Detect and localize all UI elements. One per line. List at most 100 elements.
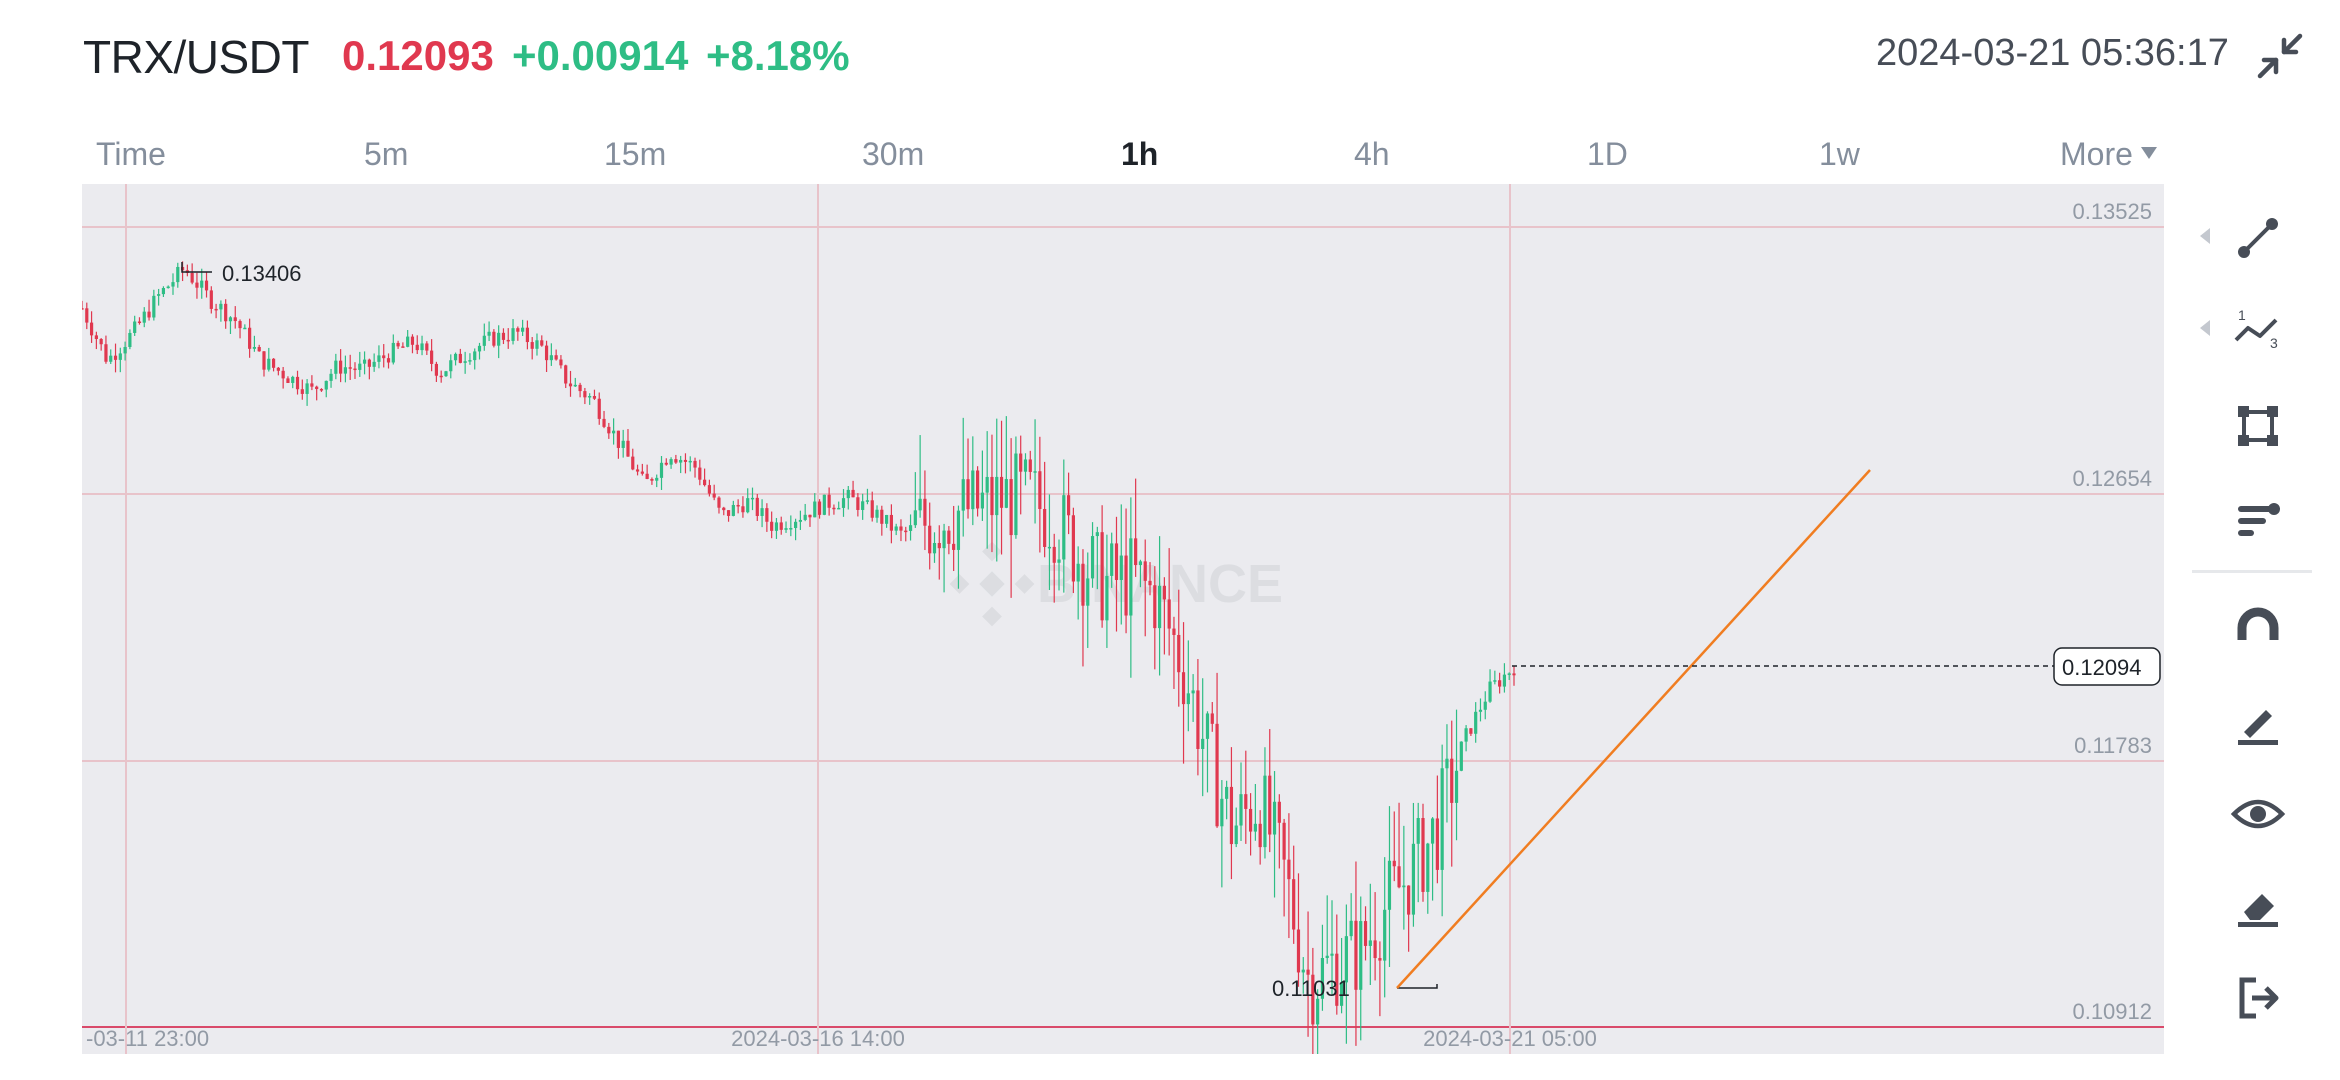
- candle-body: [362, 359, 367, 364]
- candle-body: [1177, 634, 1181, 673]
- candle-body: [1402, 885, 1406, 888]
- candle-body: [841, 498, 846, 508]
- eye-icon[interactable]: [2230, 786, 2286, 842]
- price-chart[interactable]: BINANCE 0.13406 0.11031 0.12094 0.13525 …: [82, 184, 2164, 1054]
- candle-body: [1229, 786, 1234, 845]
- candle-body: [1081, 563, 1085, 606]
- candle-body: [291, 376, 295, 383]
- candle-body: [861, 501, 865, 510]
- eraser-icon[interactable]: [2230, 878, 2286, 934]
- candle-body: [554, 355, 558, 360]
- tab-more[interactable]: More: [2060, 136, 2157, 173]
- candle-body: [535, 340, 539, 349]
- candle-body: [693, 460, 697, 468]
- y-tick-label: 0.11783: [2074, 733, 2152, 758]
- candle-body: [875, 509, 879, 518]
- brush-icon[interactable]: [2230, 694, 2286, 750]
- candle-body: [1435, 818, 1439, 870]
- candle-body: [1450, 758, 1454, 803]
- candle-body: [1335, 953, 1339, 1006]
- candle-body: [631, 456, 635, 470]
- candle-body: [1426, 843, 1430, 892]
- tab-time[interactable]: Time: [96, 136, 166, 172]
- candle-body: [1148, 580, 1152, 586]
- candle-body: [698, 467, 702, 480]
- candle-body: [755, 497, 759, 516]
- candle-body: [439, 375, 443, 378]
- low-marker-label: 0.11031: [1272, 976, 1350, 1001]
- pair-name[interactable]: TRX/USDT: [83, 31, 310, 83]
- candle-body: [1201, 738, 1205, 749]
- x-axis: -03-11 23:00 2024-03-16 14:00 2024-03-21…: [86, 1026, 1597, 1051]
- trend-line-drawing[interactable]: [1396, 469, 1871, 989]
- candle-body: [1316, 998, 1320, 1025]
- indicators-icon[interactable]: [2230, 490, 2286, 546]
- candle-body: [133, 321, 137, 333]
- candle-body: [1354, 920, 1358, 990]
- rectangle-icon[interactable]: [2230, 398, 2286, 454]
- svg-text:3: 3: [2270, 335, 2278, 351]
- candle-body: [956, 510, 961, 550]
- candle-body: [1090, 536, 1095, 579]
- candle-body: [899, 526, 903, 531]
- tab-1h[interactable]: 1h: [1121, 136, 1159, 172]
- candle-body: [94, 335, 98, 340]
- candle-body: [559, 359, 563, 366]
- candle-body: [1493, 680, 1497, 682]
- candle-body: [1263, 775, 1267, 848]
- candle-body: [1320, 958, 1325, 999]
- binance-logo-icon: [949, 541, 1035, 627]
- candle-body: [353, 368, 357, 371]
- candle-body: [813, 501, 817, 518]
- candle-body: [1095, 532, 1099, 537]
- candle-body: [1383, 909, 1387, 961]
- tab-1w[interactable]: 1w: [1819, 136, 1860, 172]
- candle-body: [89, 322, 94, 336]
- x-tick-label: 2024-03-16 14:00: [731, 1026, 905, 1051]
- candle-body: [597, 398, 601, 419]
- candle-body: [583, 391, 587, 398]
- tab-30m[interactable]: 30m: [862, 136, 925, 172]
- candle-body: [1129, 538, 1133, 616]
- candle-body: [1052, 546, 1056, 563]
- candle-body: [578, 384, 582, 392]
- collapse-icon[interactable]: [2252, 28, 2308, 84]
- candle-body: [913, 510, 917, 526]
- tab-15m[interactable]: 15m: [604, 136, 667, 172]
- candle-body: [564, 365, 568, 384]
- trend-line-icon[interactable]: [2230, 210, 2286, 266]
- candle-body: [679, 459, 683, 463]
- candle-body: [1105, 575, 1109, 621]
- candle-body: [1488, 681, 1492, 702]
- tab-4h[interactable]: 4h: [1354, 136, 1390, 172]
- candle-body: [252, 346, 257, 349]
- chart-canvas[interactable]: BINANCE 0.13406 0.11031 0.12094 0.13525 …: [82, 184, 2164, 1054]
- candle-body: [161, 288, 166, 295]
- candle-body: [492, 331, 496, 346]
- candle-body: [372, 361, 376, 367]
- candle-body: [305, 383, 309, 394]
- candlestick-series: [82, 261, 1516, 1054]
- candle-body: [1464, 728, 1468, 742]
- candle-body: [449, 360, 453, 372]
- candle-body: [774, 522, 779, 531]
- exit-icon[interactable]: [2230, 970, 2286, 1026]
- candle-body: [1301, 969, 1305, 973]
- candle-body: [626, 440, 630, 457]
- chart-grid: [82, 184, 2164, 1054]
- candle-body: [966, 479, 970, 510]
- candle-body: [635, 469, 640, 472]
- candle-body: [401, 346, 405, 348]
- candle-body: [1057, 559, 1061, 563]
- candle-body: [999, 476, 1004, 508]
- magnet-icon[interactable]: [2230, 602, 2286, 658]
- y-tick-label: 0.10912: [2072, 999, 2152, 1024]
- candle-body: [1416, 818, 1420, 844]
- candle-body: [200, 280, 204, 288]
- high-marker-line: [181, 262, 212, 273]
- tab-1d[interactable]: 1D: [1587, 136, 1628, 172]
- candle-body: [1119, 555, 1123, 580]
- candle-body: [995, 476, 999, 516]
- tab-5m[interactable]: 5m: [364, 136, 409, 172]
